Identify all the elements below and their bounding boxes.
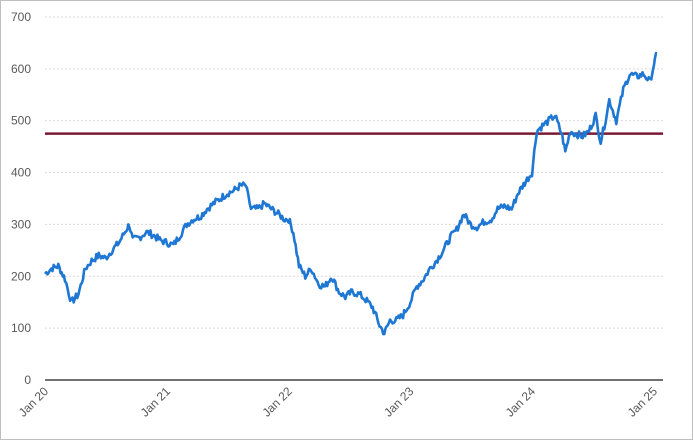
x-tick-label: Jan 20 — [16, 384, 52, 420]
x-tick-label: Jan 22 — [259, 384, 295, 420]
y-tick-label: 700 — [11, 10, 31, 24]
y-tick-label: 200 — [11, 269, 31, 283]
y-tick-label: 100 — [11, 321, 31, 335]
y-tick-label: 300 — [11, 217, 31, 231]
x-tick-label: Jan 21 — [138, 384, 174, 420]
x-tick-label: Jan 23 — [381, 384, 417, 420]
y-tick-label: 600 — [11, 62, 31, 76]
y-tick-label: 0 — [24, 373, 31, 387]
y-tick-label: 500 — [11, 114, 31, 128]
x-tick-label: Jan 24 — [503, 384, 539, 420]
y-tick-label: 400 — [11, 166, 31, 180]
series-line — [43, 51, 658, 336]
x-tick-label: Jan 25 — [625, 384, 661, 420]
